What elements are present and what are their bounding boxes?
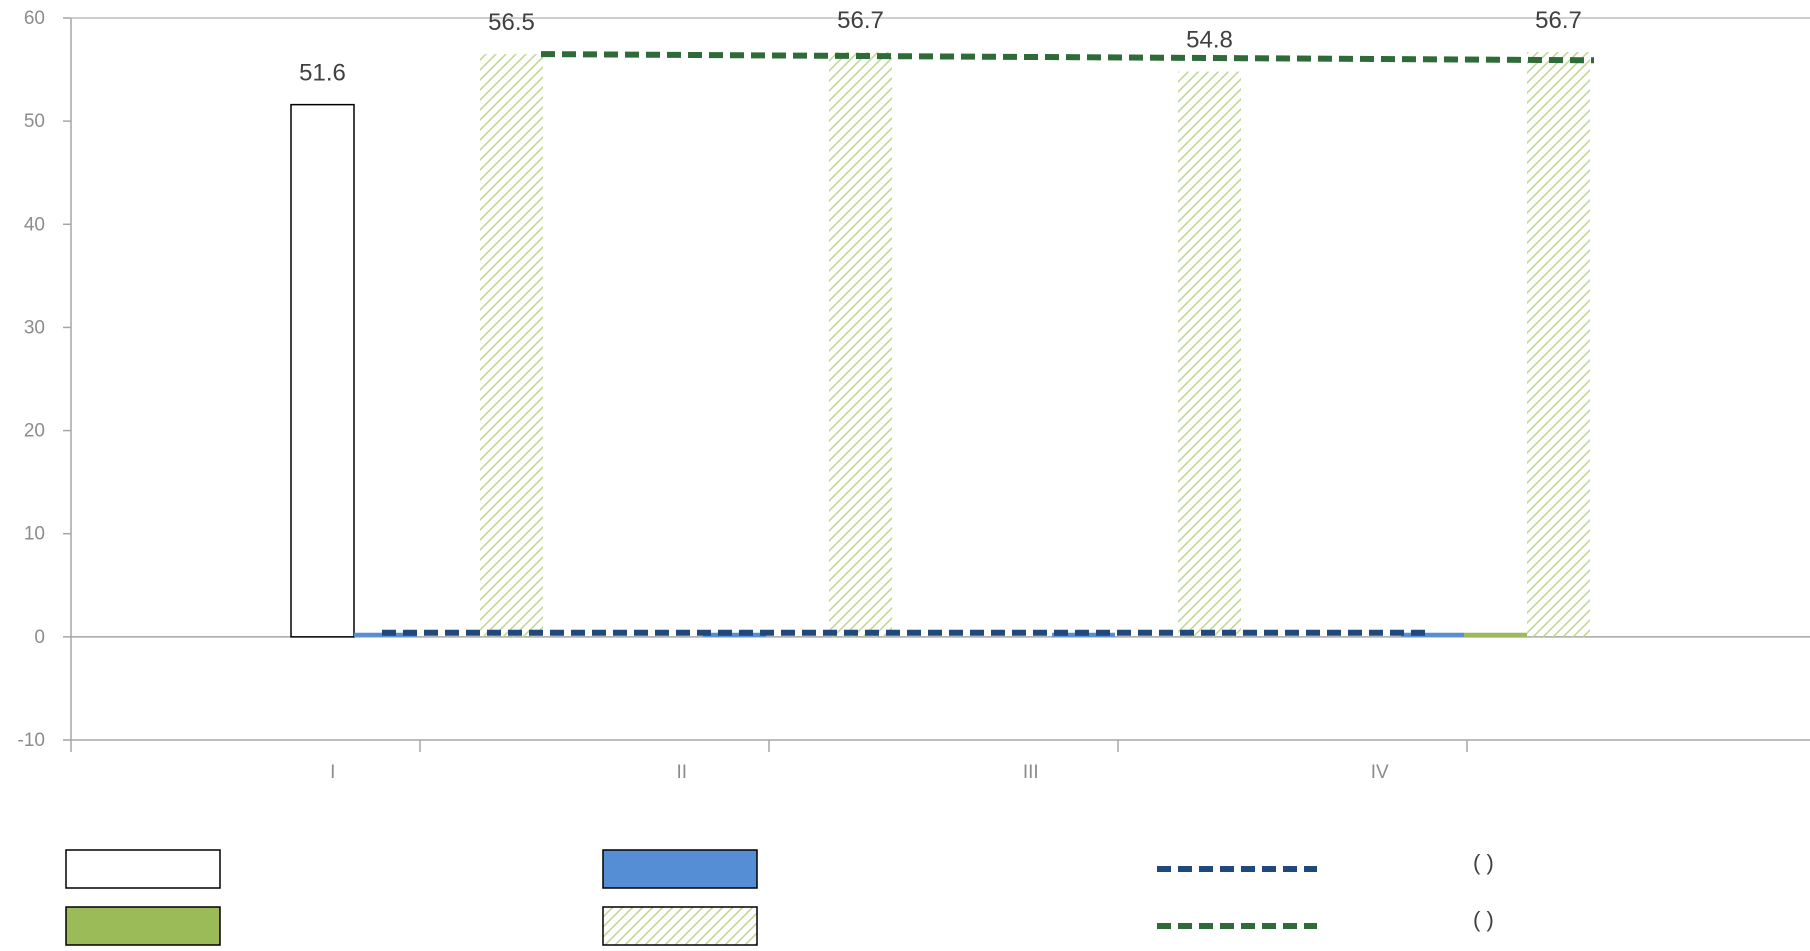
data-label: 54.8 (1186, 27, 1233, 54)
y-tick-label: 10 (24, 524, 45, 545)
legend-swatch (602, 849, 758, 889)
y-tick-label: 60 (24, 8, 45, 29)
legend-item (602, 849, 758, 889)
legend-item (65, 906, 221, 946)
bar-s1-I (290, 103, 355, 638)
legend-swatch (602, 906, 758, 946)
legend-item: ( ) (1157, 907, 1494, 932)
legend-item (65, 849, 221, 889)
legend-item (602, 906, 758, 946)
bar-s4-III (1178, 71, 1241, 637)
data-label: 56.5 (488, 9, 535, 36)
x-tick-label: III (1023, 762, 1039, 783)
legend-item: ( ) (1157, 850, 1494, 875)
legend-swatch (65, 849, 221, 889)
y-tick-label: 0 (34, 627, 45, 648)
line-series-2 (540, 51, 1595, 64)
legend: ( ) ( ) (65, 849, 1494, 946)
y-tick-label: 40 (24, 214, 45, 235)
y-tick-label: 30 (24, 317, 45, 338)
legend-swatch (65, 906, 221, 946)
bar-s4-I (480, 54, 543, 637)
data-label: 51.6 (299, 60, 346, 87)
x-tick-label: IV (1371, 762, 1389, 783)
data-label: 56.7 (1535, 7, 1582, 34)
y-tick-label: -10 (18, 730, 45, 751)
x-tick-label: I (330, 762, 335, 783)
bar-s2-II (703, 632, 766, 637)
y-tick-label: 50 (24, 111, 45, 132)
legend-label: ( ) (1473, 907, 1494, 932)
x-tick-label: II (676, 762, 687, 783)
bar-s4-IV (1527, 52, 1590, 637)
y-tick-label: 20 (24, 421, 45, 442)
bar-s2-IV (1401, 632, 1464, 637)
bar-s3-IV (1464, 632, 1527, 637)
bar-s4-II (829, 52, 892, 637)
legend-label: ( ) (1473, 850, 1494, 875)
data-label: 56.7 (837, 7, 884, 34)
